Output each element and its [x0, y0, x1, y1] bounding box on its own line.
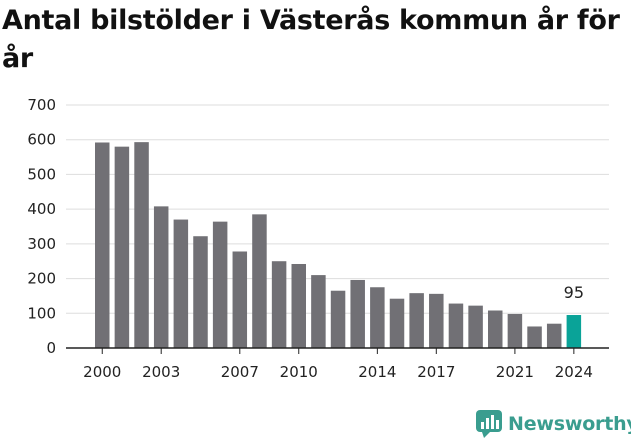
bar-2020 — [488, 310, 503, 348]
y-axis-tick-labels: 0 100 200 300 400 500 600 700 — [27, 96, 56, 357]
bar-2024 — [566, 315, 582, 348]
x-tick-label-2017: 2017 — [417, 363, 455, 381]
bar-2008 — [252, 214, 267, 348]
x-tick-label-2010: 2010 — [280, 363, 318, 381]
bar-2009 — [271, 261, 287, 348]
bar-2017 — [429, 293, 444, 348]
y-tick-label-700: 700 — [27, 96, 56, 114]
x-tick-label-2021: 2021 — [496, 363, 534, 381]
bar-2012 — [330, 290, 346, 348]
y-tick-label-100: 100 — [27, 304, 56, 322]
newsworthy-logo: Newsworthy — [476, 408, 631, 440]
x-tick-label-2000: 2000 — [83, 363, 121, 381]
x-axis-ticks: 2000 2003 2007 2010 2014 2017 2021 2024 — [83, 348, 593, 381]
bar-2013 — [350, 279, 365, 348]
bar-2011 — [311, 275, 326, 348]
bar-2021 — [507, 313, 523, 348]
bar-2019 — [468, 305, 483, 348]
y-tick-label-300: 300 — [27, 235, 56, 253]
bar-2014 — [370, 287, 385, 348]
bars — [95, 142, 582, 348]
data-label-2024: 95 — [564, 283, 584, 302]
x-tick-label-2007: 2007 — [221, 363, 259, 381]
newsworthy-chart-icon — [476, 410, 502, 438]
bar-2005 — [193, 236, 208, 348]
bar-2000 — [95, 142, 110, 348]
bar-2022 — [527, 326, 542, 348]
y-tick-label-600: 600 — [27, 131, 56, 149]
bar-2015 — [389, 298, 405, 348]
data-labels: 95 — [564, 283, 584, 302]
y-tick-label-500: 500 — [27, 165, 56, 183]
bar-2003 — [153, 206, 169, 348]
x-tick-label-2024: 2024 — [555, 363, 593, 381]
bar-2006 — [212, 221, 228, 348]
chart-title: Antal bilstölder i Västerås kommun år fö… — [2, 5, 620, 74]
bar-2002 — [134, 142, 149, 348]
bar-2004 — [173, 219, 189, 348]
bar-2007 — [232, 251, 248, 348]
y-tick-label-400: 400 — [27, 200, 56, 218]
y-tick-label-0: 0 — [46, 339, 56, 357]
x-tick-label-2003: 2003 — [142, 363, 180, 381]
bar-2001 — [114, 146, 130, 348]
bar-2010 — [291, 263, 306, 348]
x-tick-label-2014: 2014 — [358, 363, 396, 381]
brand-name: Newsworthy — [508, 413, 631, 435]
bar-2018 — [448, 303, 464, 348]
bar-2023 — [546, 323, 562, 348]
y-tick-label-200: 200 — [27, 270, 56, 288]
bar-2016 — [409, 293, 424, 348]
